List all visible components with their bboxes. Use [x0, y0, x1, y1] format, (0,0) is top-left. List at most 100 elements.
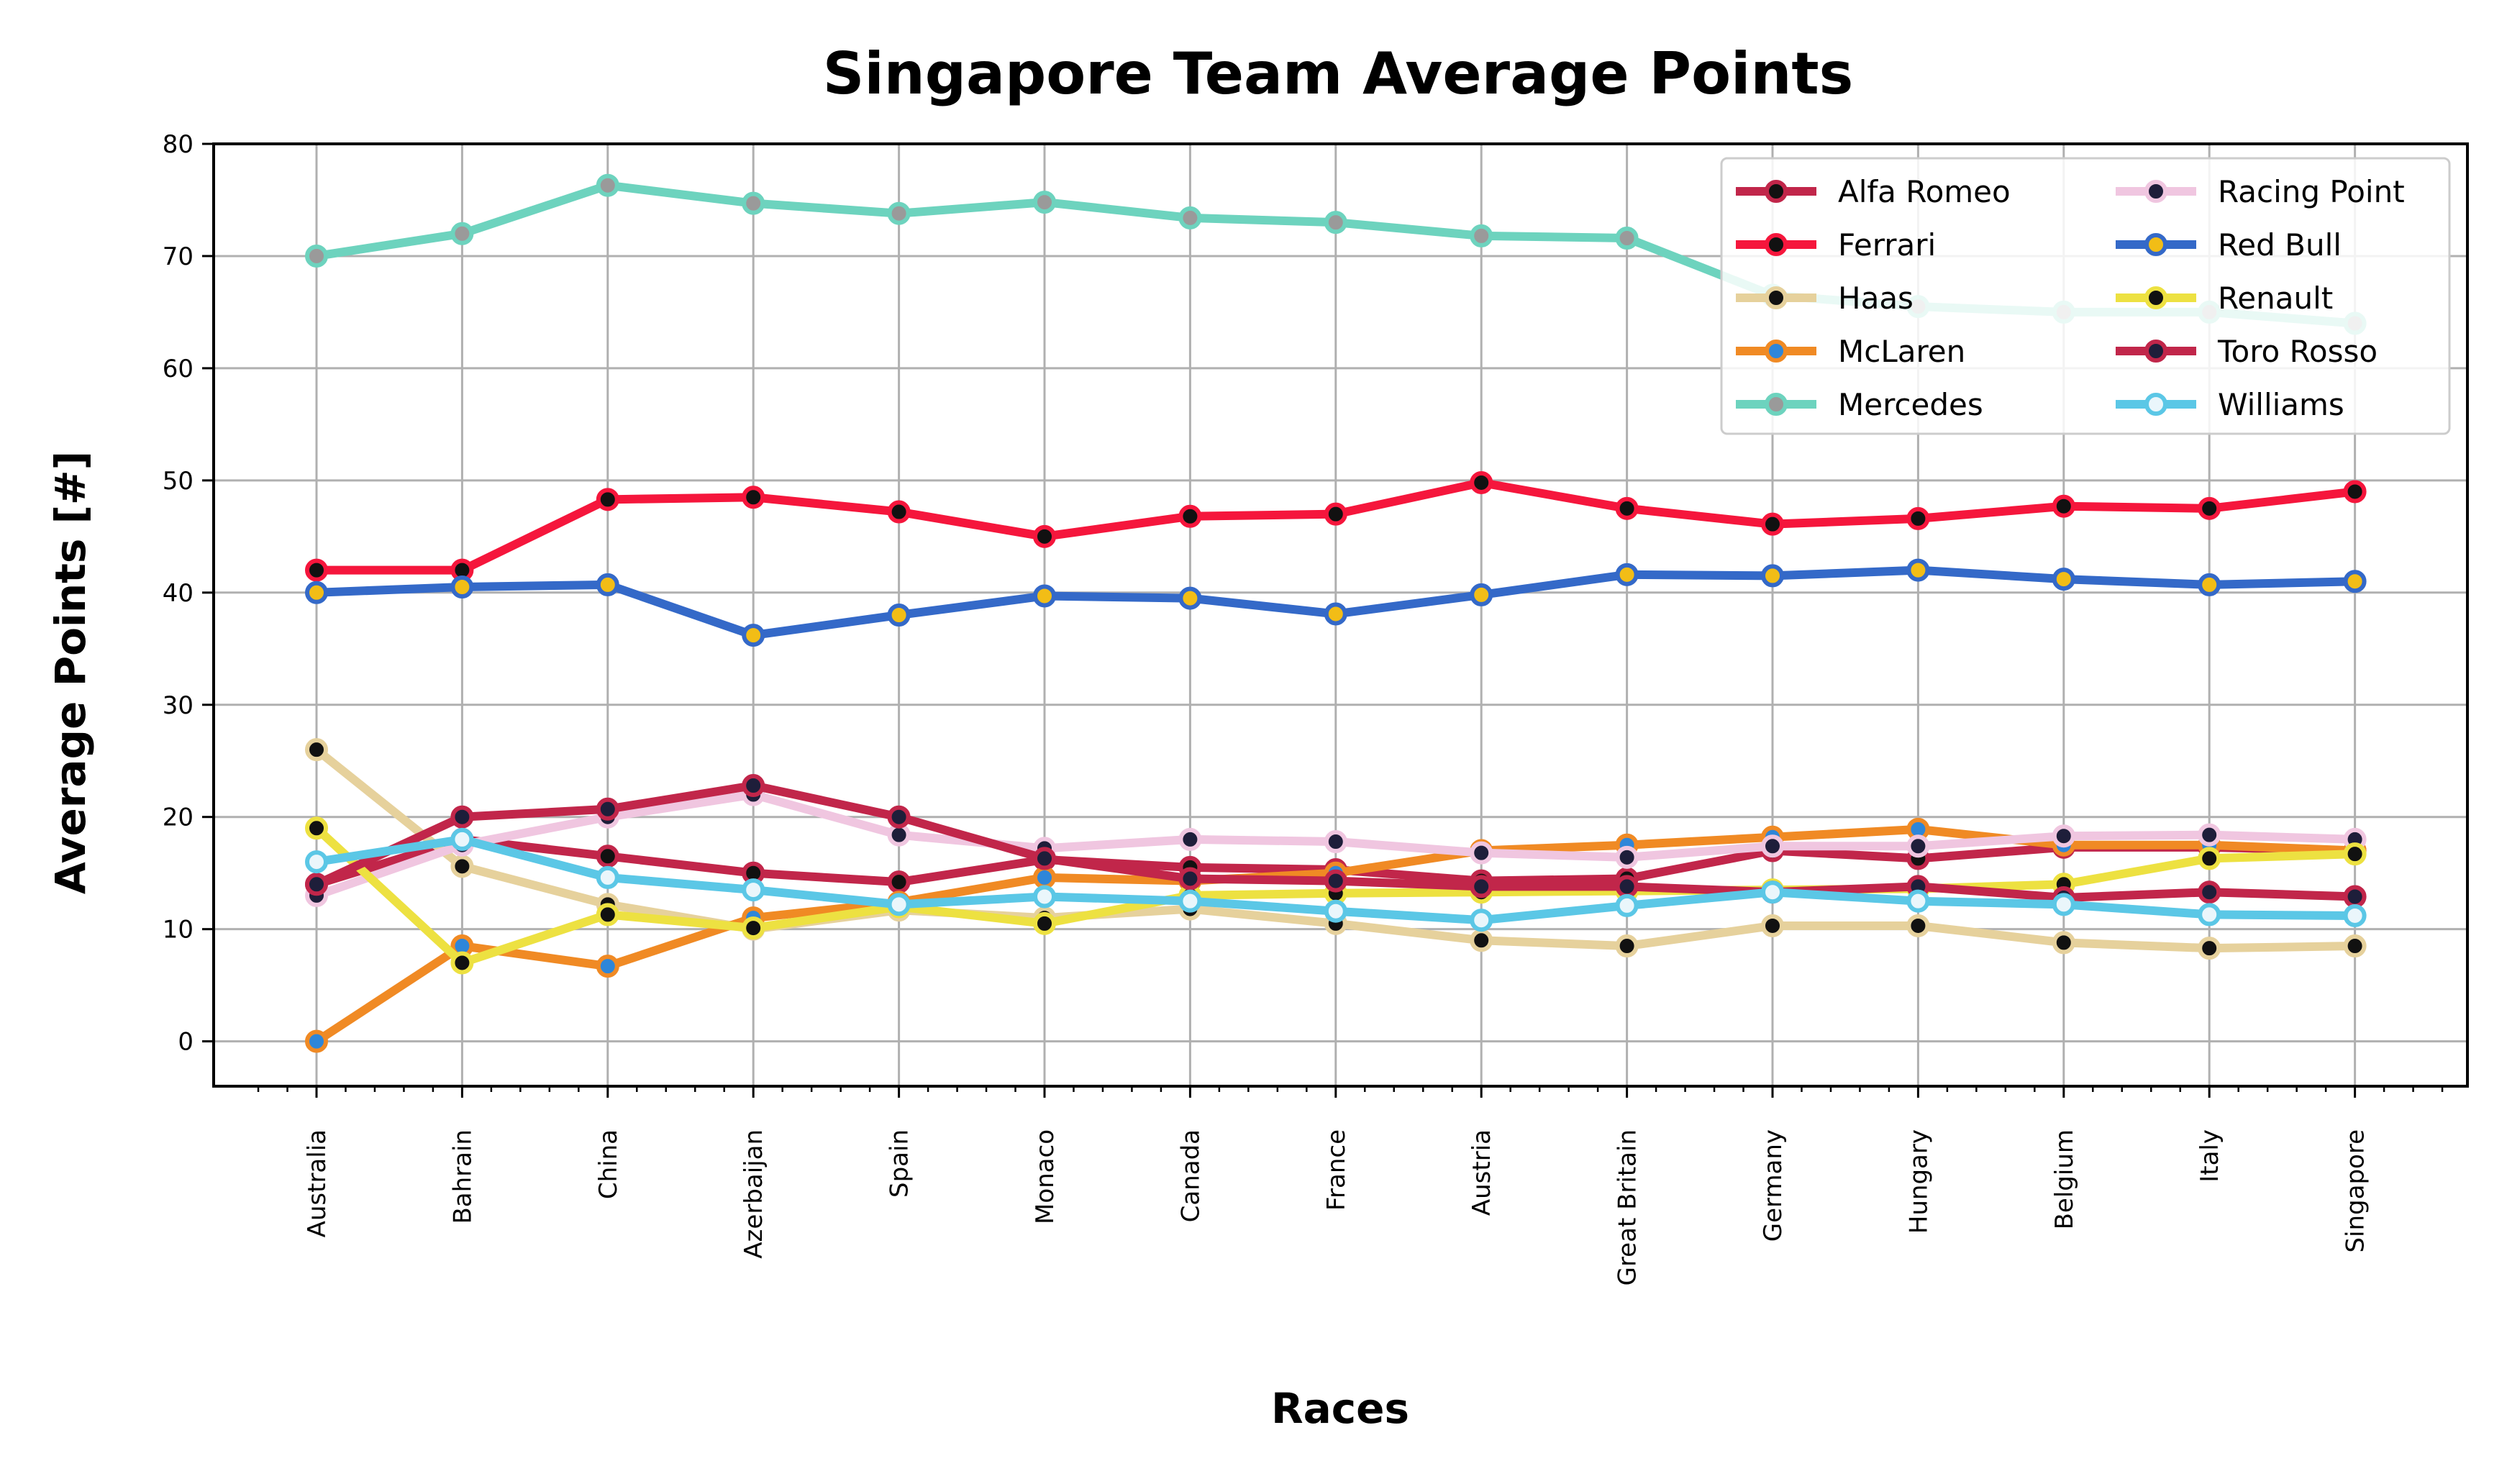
data-point [596, 903, 619, 927]
data-point [2343, 885, 2367, 909]
y-tick-label: 60 [163, 355, 194, 383]
data-point [742, 774, 765, 798]
x-tick-label: China [594, 1129, 623, 1199]
data-point [450, 855, 474, 878]
data-point [2198, 847, 2221, 870]
data-point [1906, 506, 1930, 530]
data-point [1470, 929, 1493, 952]
legend-label: Toro Rosso [2217, 334, 2378, 369]
data-point [1033, 524, 1056, 548]
data-point [742, 624, 765, 647]
data-point [1761, 512, 1784, 536]
data-point [1324, 602, 1347, 626]
data-point [1178, 504, 1202, 528]
x-tick-label: Australia [303, 1129, 332, 1237]
data-point [596, 488, 619, 511]
data-point [305, 873, 328, 896]
axes: 0 10 20 30 40 50 60 70 80 Australia Bahrain China Az… [163, 130, 2444, 1285]
data-point [1033, 885, 1056, 909]
data-point [450, 951, 474, 975]
x-tick-label: Azerbaijan [740, 1129, 768, 1259]
data-point [1906, 834, 1930, 858]
legend-marker [1765, 286, 1788, 309]
data-point [887, 500, 911, 524]
data-point [1615, 875, 1639, 898]
data-point [1761, 834, 1784, 858]
chart-title: Singapore Team Average Points [823, 40, 1854, 107]
data-point [1033, 191, 1056, 214]
data-point [1615, 893, 1639, 917]
y-tick-label: 20 [163, 804, 194, 832]
data-point [742, 878, 765, 902]
y-tick-label: 30 [163, 691, 194, 720]
legend-marker [2144, 233, 2167, 256]
data-point [1470, 841, 1493, 865]
x-tick-label: Italy [2196, 1129, 2224, 1183]
data-point [1178, 827, 1202, 851]
data-point [2343, 570, 2367, 593]
data-point [1033, 911, 1056, 935]
data-point [596, 173, 619, 197]
data-point [1033, 865, 1056, 889]
data-point [2343, 480, 2367, 504]
legend-marker [1765, 233, 1788, 256]
legend: Alfa Romeo Ferrari Haas McLaren Mercedes Raci… [1720, 157, 2451, 435]
data-point [2198, 937, 2221, 960]
data-point [1324, 211, 1347, 235]
data-point [2343, 842, 2367, 866]
data-point [450, 827, 474, 851]
data-point [2343, 903, 2367, 927]
data-point [887, 870, 911, 894]
data-point [887, 604, 911, 627]
x-tick-label: Austria [1468, 1129, 1496, 1216]
data-point [596, 573, 619, 596]
data-point [305, 581, 328, 604]
x-tick-label: France [1322, 1129, 1351, 1211]
data-point [1178, 889, 1202, 913]
x-tick-label: Canada [1176, 1129, 1205, 1222]
x-tick-label: Singapore [2342, 1129, 2370, 1253]
legend-marker [2144, 180, 2167, 203]
data-point [887, 893, 911, 916]
data-point [1470, 470, 1493, 494]
legend-marker [1765, 340, 1788, 363]
data-point [596, 845, 619, 868]
data-point [1324, 830, 1347, 854]
data-point [305, 1029, 328, 1053]
legend-label: Williams [2218, 387, 2344, 422]
data-point [1470, 224, 1493, 247]
data-point [2198, 880, 2221, 904]
data-point [2343, 934, 2367, 958]
legend-marker [2144, 286, 2167, 309]
data-point [2198, 903, 2221, 927]
x-tick-label: Germany [1759, 1129, 1788, 1242]
data-point [1178, 867, 1202, 891]
plot-area-frame [212, 142, 2469, 1088]
data-point [1470, 875, 1493, 898]
data-point [305, 850, 328, 874]
data-point [596, 797, 619, 821]
data-point [1906, 558, 1930, 582]
legend-box [1720, 157, 2451, 435]
x-tick-label: Spain [886, 1129, 914, 1198]
data-point [1033, 584, 1056, 608]
legend-label: Haas [1838, 281, 1914, 316]
legend-label: Mercedes [1838, 387, 1983, 422]
x-tick-label: Belgium [2050, 1129, 2079, 1229]
data-point [2052, 494, 2075, 518]
data-point [596, 865, 619, 889]
y-axis-title: Average Points [#] [46, 451, 95, 894]
data-point [305, 738, 328, 762]
x-tick-label: Great Britain [1614, 1129, 1642, 1285]
data-point [742, 191, 765, 215]
data-point [1470, 909, 1493, 932]
data-point [1906, 914, 1930, 937]
legend-label: Racing Point [2218, 174, 2405, 209]
legend-label: McLaren [1838, 334, 1965, 369]
data-point [2198, 823, 2221, 847]
data-point [1761, 880, 1784, 904]
data-point [2198, 496, 2221, 520]
x-tick-label: Monaco [1031, 1129, 1060, 1224]
data-point [742, 916, 765, 940]
